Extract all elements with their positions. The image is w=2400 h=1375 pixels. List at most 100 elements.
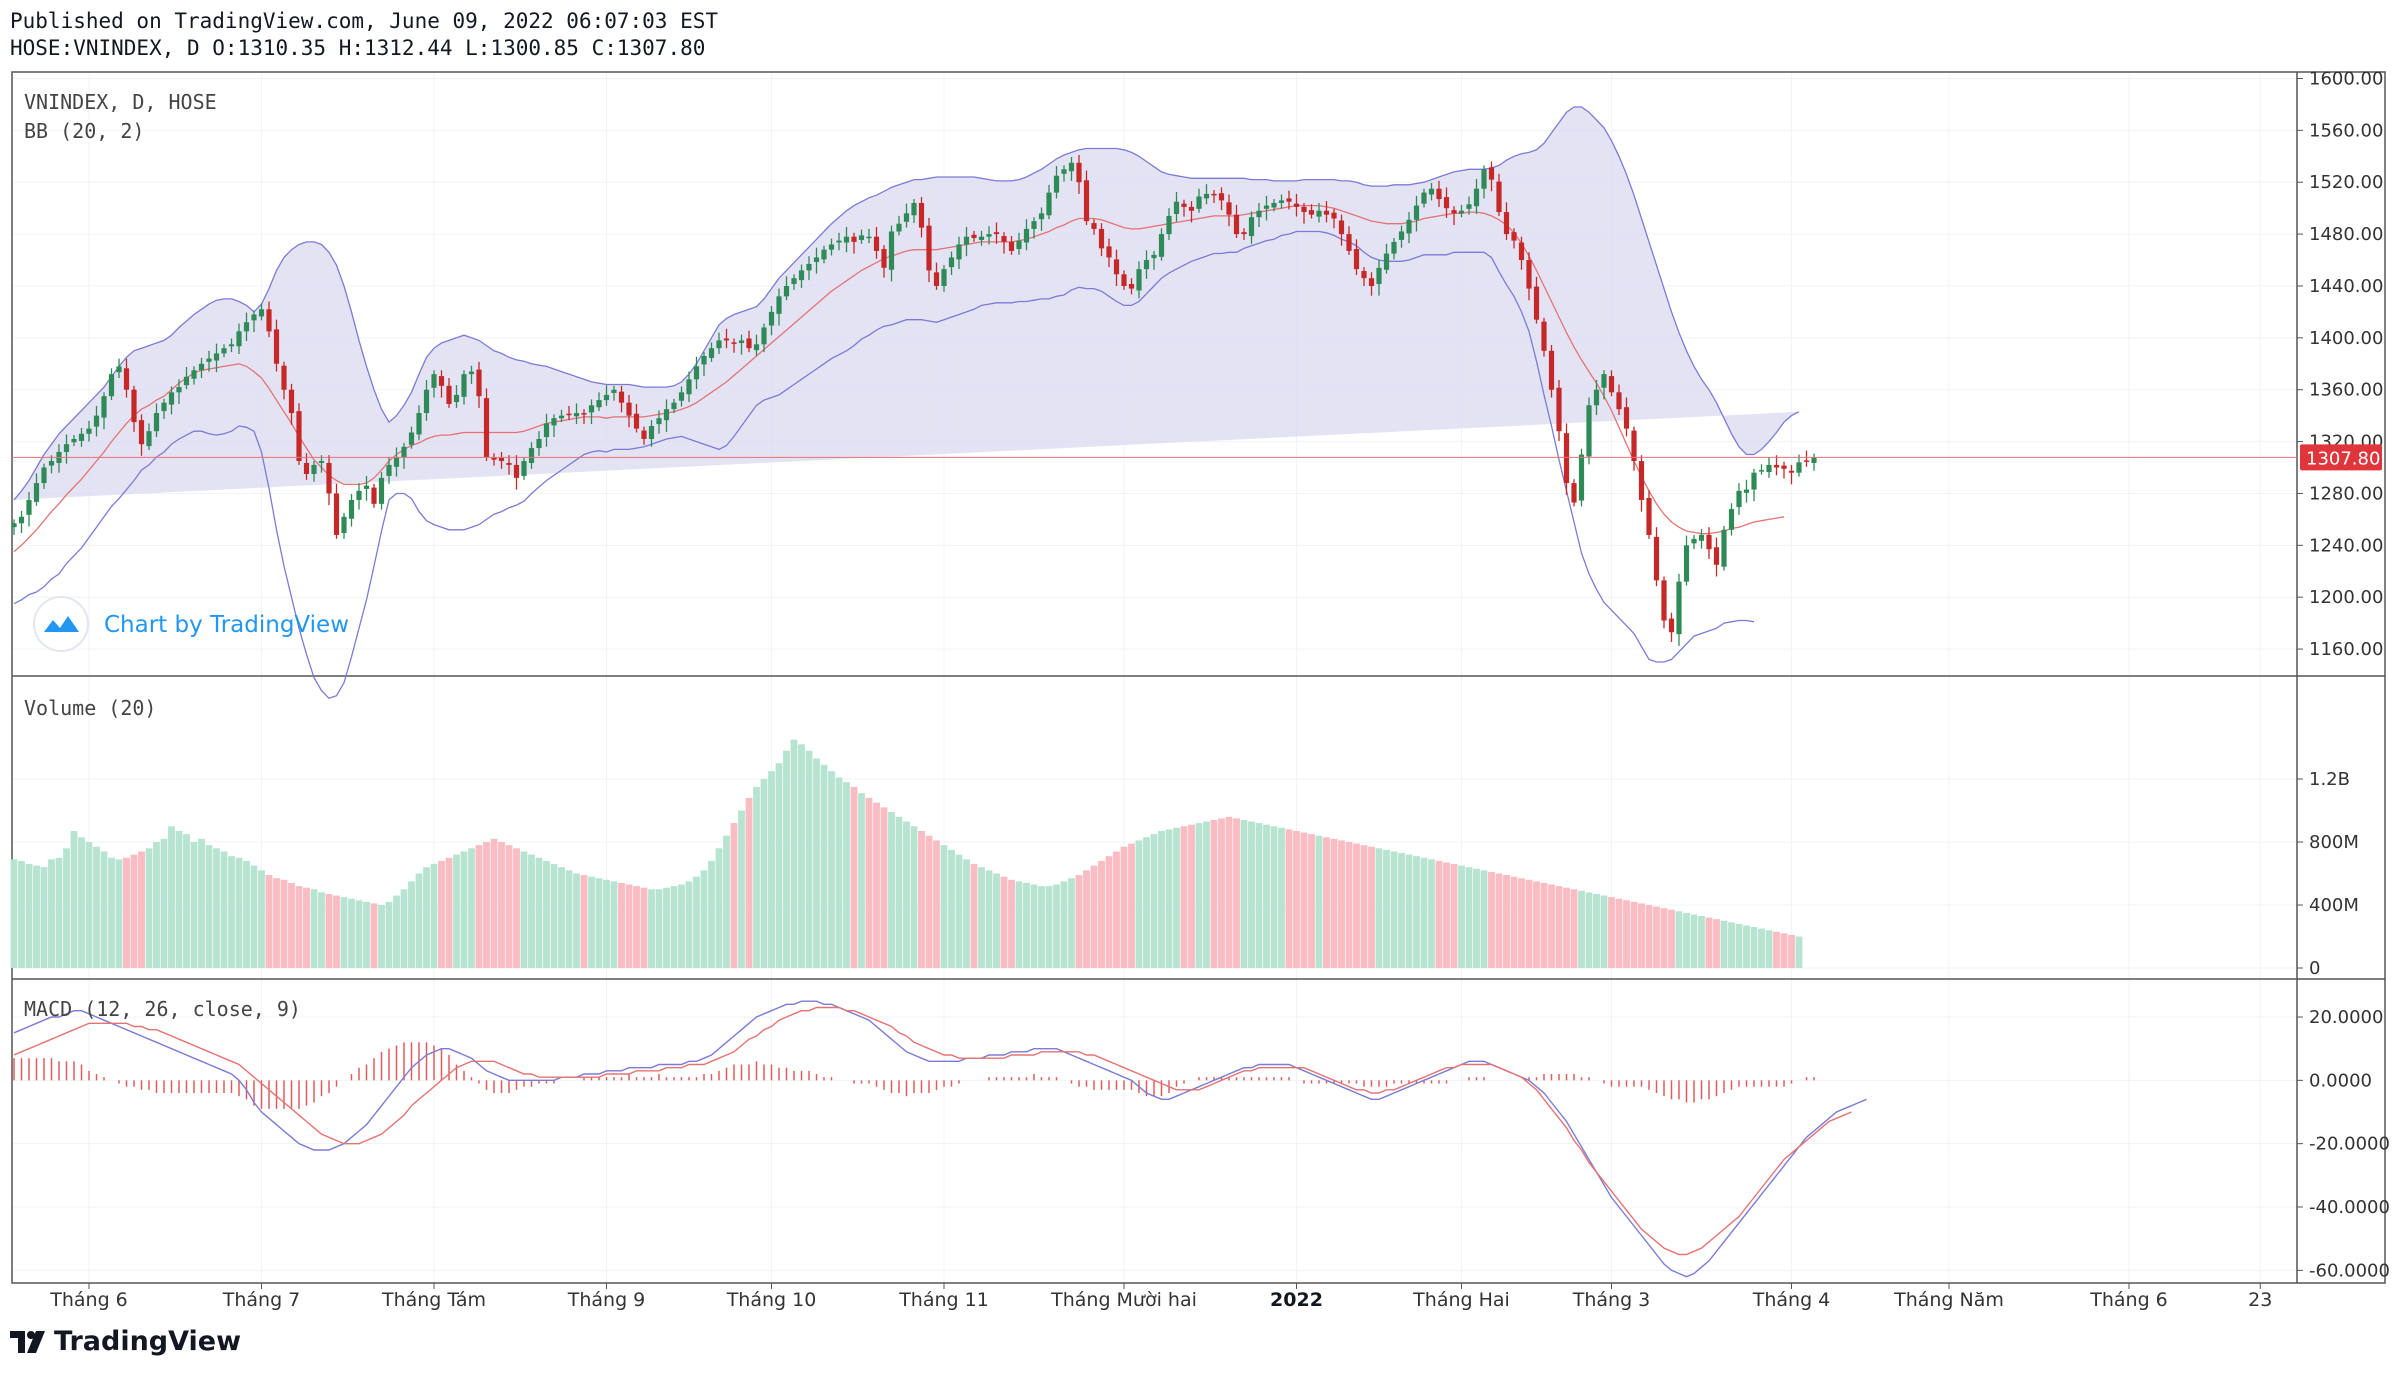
candle-body bbox=[948, 257, 955, 268]
candle-body bbox=[558, 415, 565, 419]
candle-body bbox=[1113, 259, 1120, 275]
volume-bar bbox=[78, 837, 85, 968]
volume-bar bbox=[933, 840, 940, 968]
volume-bar bbox=[1323, 837, 1330, 968]
candle-body bbox=[108, 374, 115, 397]
volume-tick-label: 400M bbox=[2309, 895, 2359, 916]
x-tick-label: Tháng 9 bbox=[567, 1289, 646, 1311]
volume-bar bbox=[1675, 911, 1683, 968]
candle-body bbox=[333, 493, 340, 535]
volume-bar bbox=[85, 842, 93, 968]
volume-bar bbox=[280, 879, 288, 968]
volume-bar bbox=[393, 895, 400, 968]
volume-bar bbox=[168, 826, 175, 968]
candle-body bbox=[716, 340, 722, 349]
volume-bar bbox=[243, 860, 250, 968]
candle-body bbox=[348, 499, 355, 519]
volume-bar bbox=[1578, 890, 1585, 968]
volume-bar bbox=[295, 886, 303, 968]
volume-pane: Volume (20) bbox=[10, 696, 1803, 968]
volume-bar bbox=[123, 857, 130, 968]
candle-body bbox=[401, 446, 407, 458]
candle-body bbox=[431, 374, 437, 388]
volume-bar bbox=[595, 878, 603, 968]
volume-bar bbox=[1338, 840, 1345, 968]
price-tick-label: 1480.00 bbox=[2309, 224, 2383, 245]
volume-bar bbox=[1233, 818, 1240, 968]
candle-body bbox=[761, 327, 767, 345]
candle-body bbox=[1091, 223, 1097, 229]
candle-body bbox=[1256, 210, 1262, 218]
volume-bar bbox=[745, 797, 753, 968]
candle-body bbox=[71, 438, 77, 443]
candle-body bbox=[528, 448, 535, 463]
candle-body bbox=[618, 391, 625, 403]
volume-bar bbox=[1638, 903, 1645, 968]
candle-body bbox=[1083, 180, 1090, 222]
volume-bar bbox=[160, 838, 168, 968]
candle-body bbox=[386, 464, 392, 476]
volume-bar bbox=[1495, 873, 1503, 968]
volume-bar bbox=[1083, 870, 1090, 968]
x-tick-label: Tháng Năm bbox=[1893, 1289, 2004, 1311]
watermark[interactable]: Chart by TradingView bbox=[33, 596, 349, 652]
volume-bar bbox=[813, 758, 820, 968]
candle-body bbox=[303, 462, 310, 474]
volume-bar bbox=[303, 887, 310, 968]
watermark-text[interactable]: Chart by TradingView bbox=[104, 612, 349, 638]
candle-body bbox=[1758, 470, 1765, 472]
volume-bar bbox=[1458, 865, 1465, 968]
candle-body bbox=[93, 415, 100, 427]
volume-bar bbox=[903, 821, 910, 968]
candle-body bbox=[626, 402, 632, 416]
bb-indicator-label: BB (20, 2) bbox=[24, 119, 144, 143]
candle-body bbox=[356, 490, 362, 500]
volume-bar bbox=[1060, 881, 1068, 968]
volume-bar bbox=[460, 851, 468, 968]
candle-body bbox=[641, 430, 647, 439]
candle-body bbox=[918, 202, 925, 228]
volume-bar bbox=[1443, 862, 1450, 968]
candle-body bbox=[866, 236, 872, 239]
candle-body bbox=[408, 432, 415, 445]
macd-histogram bbox=[13, 1042, 1815, 1109]
volume-bar bbox=[33, 865, 40, 968]
volume-bar bbox=[1263, 824, 1270, 968]
volume-bar bbox=[258, 870, 265, 968]
volume-bar bbox=[543, 860, 550, 968]
volume-bar bbox=[880, 807, 888, 968]
candle-body bbox=[1713, 547, 1720, 565]
candle-body bbox=[1451, 210, 1457, 214]
candle-body bbox=[963, 236, 970, 245]
volume-bar bbox=[1420, 857, 1428, 968]
volume-bar bbox=[430, 864, 438, 968]
volume-bar bbox=[10, 859, 18, 968]
volume-tick-label: 800M bbox=[2309, 832, 2359, 853]
volume-bar bbox=[1308, 834, 1315, 968]
candle-body bbox=[993, 232, 1000, 235]
brand-name[interactable]: TradingView bbox=[54, 1326, 242, 1357]
candle-body bbox=[453, 394, 460, 403]
cloud-shape bbox=[44, 616, 79, 632]
candle-body bbox=[506, 462, 512, 465]
candle-body bbox=[798, 270, 805, 281]
tradingview-brand[interactable]: TradingView bbox=[10, 1326, 241, 1357]
candle-body bbox=[483, 398, 490, 458]
candle-body bbox=[213, 353, 220, 361]
volume-bar bbox=[985, 870, 993, 968]
x-tick-label: Tháng Tám bbox=[381, 1289, 486, 1311]
candle-body bbox=[1781, 465, 1787, 469]
volume-bar bbox=[670, 886, 678, 968]
volume-bar bbox=[1450, 864, 1458, 968]
candle-body bbox=[1638, 461, 1645, 500]
volume-bar bbox=[1683, 912, 1690, 968]
candlestick-series bbox=[11, 154, 1817, 646]
candle-body bbox=[1008, 241, 1015, 251]
candle-body bbox=[1241, 232, 1247, 235]
volume-bar bbox=[1510, 876, 1518, 968]
last-price-label: 1307.80 bbox=[2300, 444, 2382, 471]
candle-body bbox=[1398, 231, 1405, 240]
candle-body bbox=[821, 249, 827, 260]
candle-body bbox=[986, 234, 992, 237]
